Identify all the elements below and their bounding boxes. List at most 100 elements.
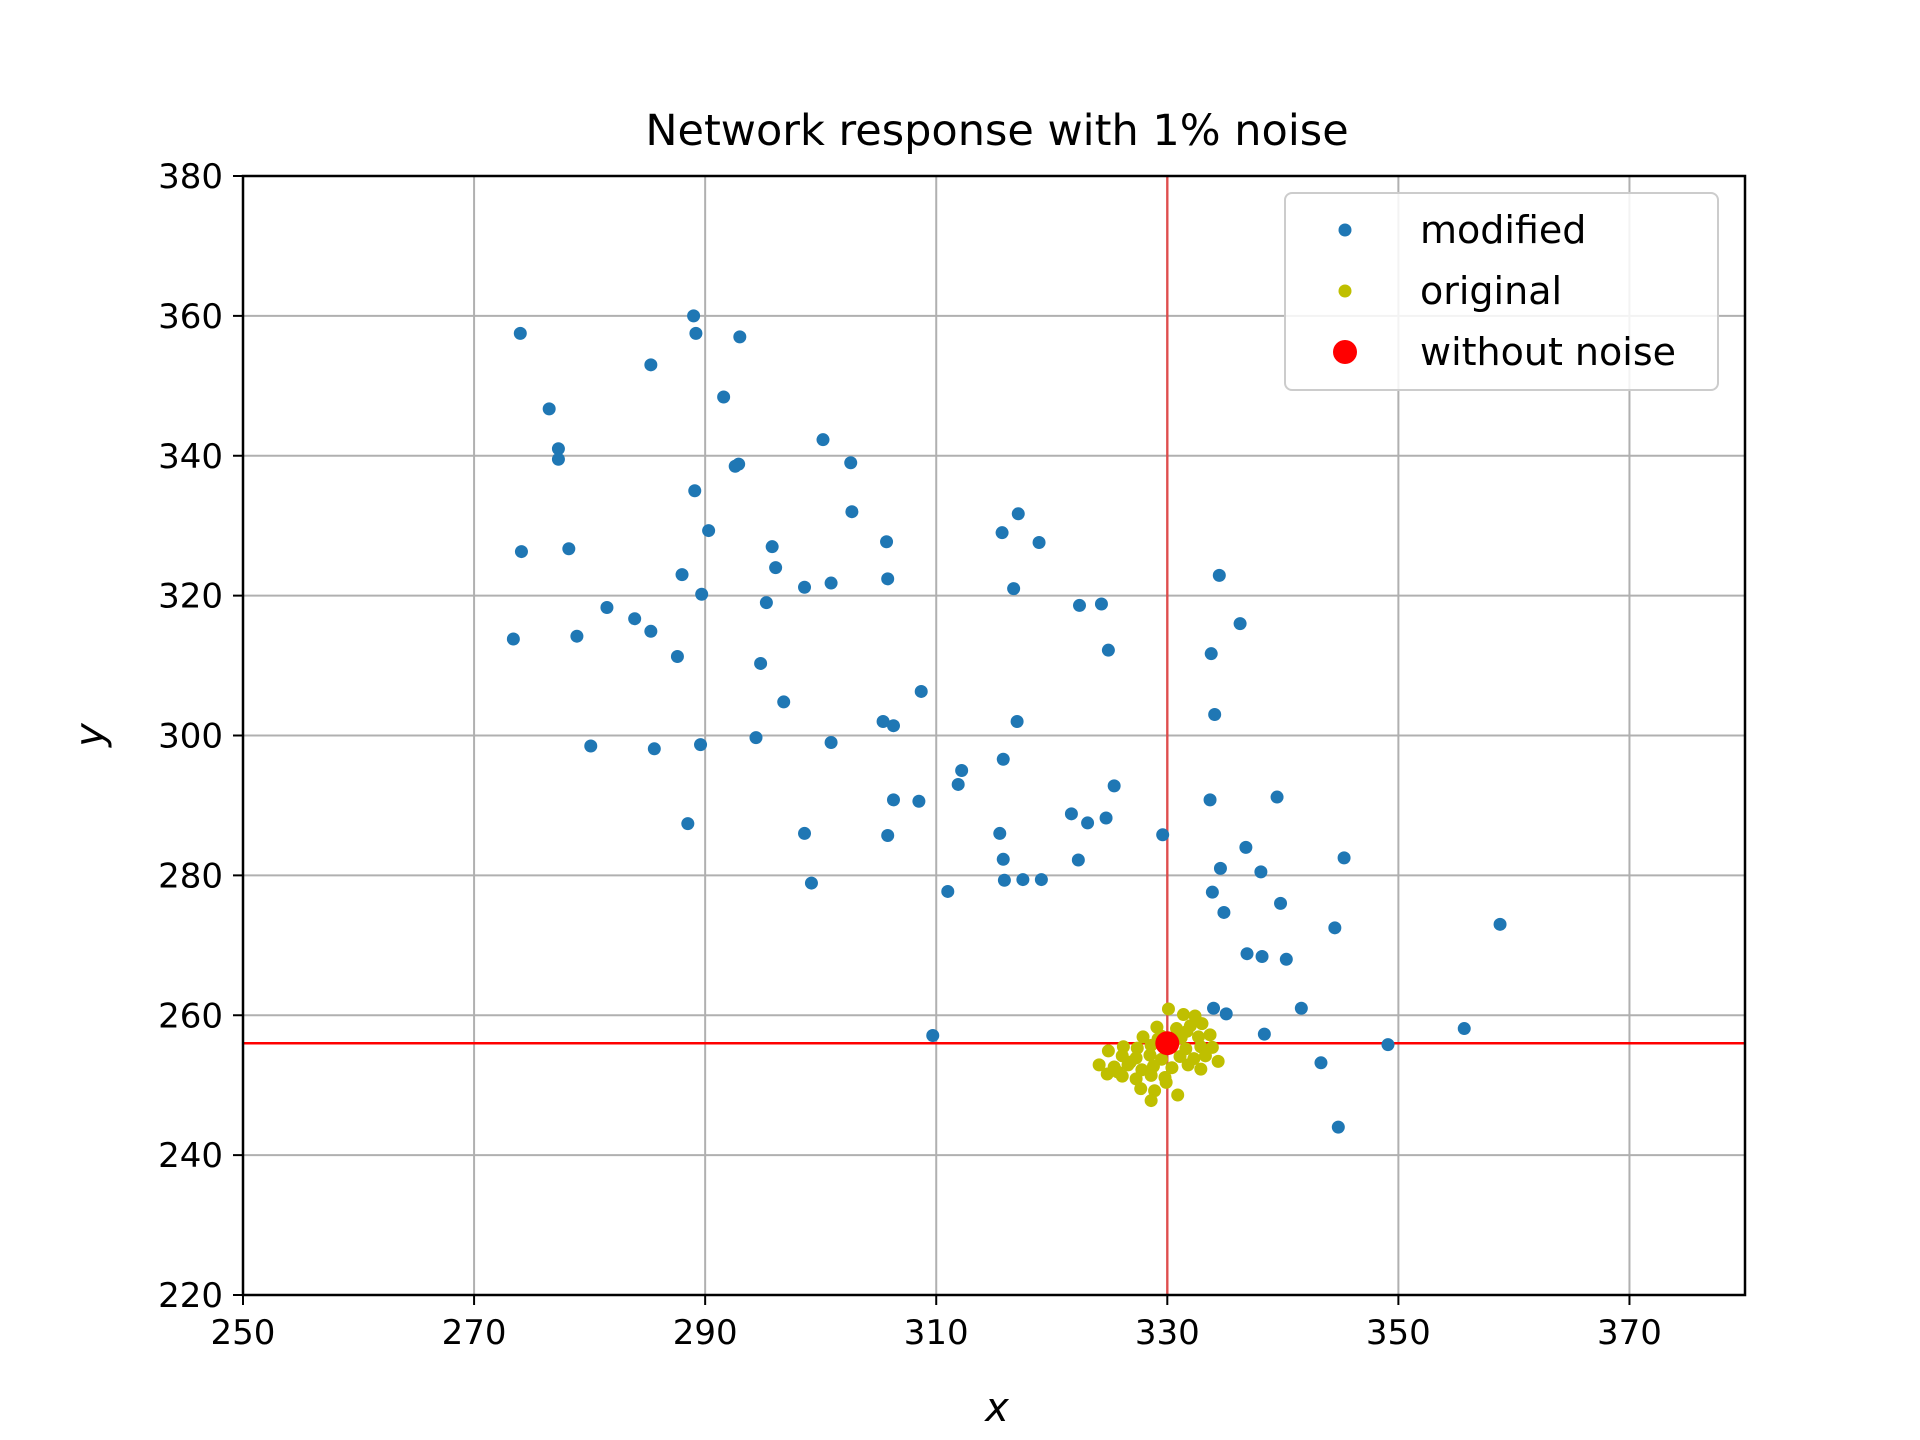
point-modified [1219,1007,1233,1021]
point-modified [1011,507,1025,521]
point-modified [702,524,716,538]
point-original [1194,1062,1208,1076]
point-modified [600,601,614,615]
point-modified [1099,811,1113,825]
point-modified [1279,952,1293,966]
x-tick-label: 310 [904,1313,969,1353]
x-tick-label: 350 [1366,1313,1431,1353]
legend: modified original without noise [1284,192,1719,391]
point-modified [777,695,791,709]
series-original [1092,1002,1225,1108]
point-modified [1010,715,1024,729]
point-modified [542,402,556,416]
point-modified [1493,917,1507,931]
point-modified [844,456,858,470]
point-original [1165,1061,1179,1075]
point-modified [506,632,520,646]
point-modified [749,731,763,745]
point-modified [880,535,894,549]
point-modified [1257,1027,1271,1041]
point-modified [1270,790,1284,804]
point-modified [997,873,1011,887]
point-modified [1032,535,1046,549]
point-modified [993,826,1007,840]
y-tick-label: 380 [158,157,223,197]
point-modified [1071,853,1085,867]
point-modified [687,309,701,323]
x-tick-label: 370 [1597,1313,1662,1353]
point-original [1203,1028,1217,1042]
point-original [1136,1030,1150,1044]
point-original [1143,1048,1157,1062]
point-modified [1205,885,1219,899]
point-modified [881,572,895,586]
point-modified [628,612,642,626]
point-modified [647,742,661,756]
point-original [1129,1072,1143,1086]
point-original [1180,1024,1194,1038]
point-modified [1239,840,1253,854]
point-modified [951,777,965,791]
point-original [1176,1008,1190,1022]
point-modified [996,752,1010,766]
point-modified [881,829,895,843]
data-points [506,309,1507,1134]
point-modified [886,793,900,807]
point-modified [816,433,830,447]
point-original [1134,1082,1148,1096]
y-axis-label: y [67,722,113,748]
point-modified [1381,1038,1395,1052]
point-modified [1233,617,1247,631]
reference-lines [243,176,1745,1295]
point-modified [824,576,838,590]
point-original [1181,1058,1195,1072]
point-original [1100,1067,1114,1081]
point-modified [514,545,528,559]
point-modified [1107,779,1121,793]
point-modified [717,390,731,404]
point-modified [688,484,702,498]
point-modified [759,596,773,610]
point-modified [1007,582,1021,596]
point-original [1148,1084,1162,1098]
point-modified [1207,1001,1221,1015]
chart-title: Network response with 1% noise [645,106,1348,156]
point-modified [754,656,768,670]
point-modified [1208,708,1222,722]
point-modified [769,561,783,575]
point-modified [1255,950,1269,964]
x-tick-label: 330 [1135,1313,1200,1353]
point-original [1130,1041,1144,1055]
point-modified [995,526,1009,540]
x-tick-label: 250 [211,1313,276,1353]
legend-label: modified [1420,208,1586,252]
point-modified [695,587,709,601]
y-tick-label: 280 [158,856,223,896]
point-modified [941,884,955,898]
point-modified [694,738,708,752]
x-tick-label: 290 [673,1313,738,1353]
point-original [1123,1055,1137,1069]
point-modified [1274,896,1288,910]
point-modified [681,817,695,831]
point-modified [551,442,565,456]
point-modified [584,739,598,753]
point-modified [1294,1001,1308,1015]
point-modified [513,326,527,340]
y-tick-label: 360 [158,297,223,337]
point-modified [1101,643,1115,657]
point-original [1171,1088,1185,1102]
point-modified [845,505,859,519]
point-modified [1094,597,1108,611]
point-modified [644,624,658,638]
point-modified [1081,816,1095,830]
point-without-noise [1155,1031,1180,1056]
point-modified [1016,873,1030,887]
point-modified [689,326,703,340]
point-original [1198,1049,1212,1063]
point-modified [1213,861,1227,875]
y-tick-label: 300 [158,717,223,757]
point-modified [570,629,584,643]
point-modified [1457,1022,1471,1036]
